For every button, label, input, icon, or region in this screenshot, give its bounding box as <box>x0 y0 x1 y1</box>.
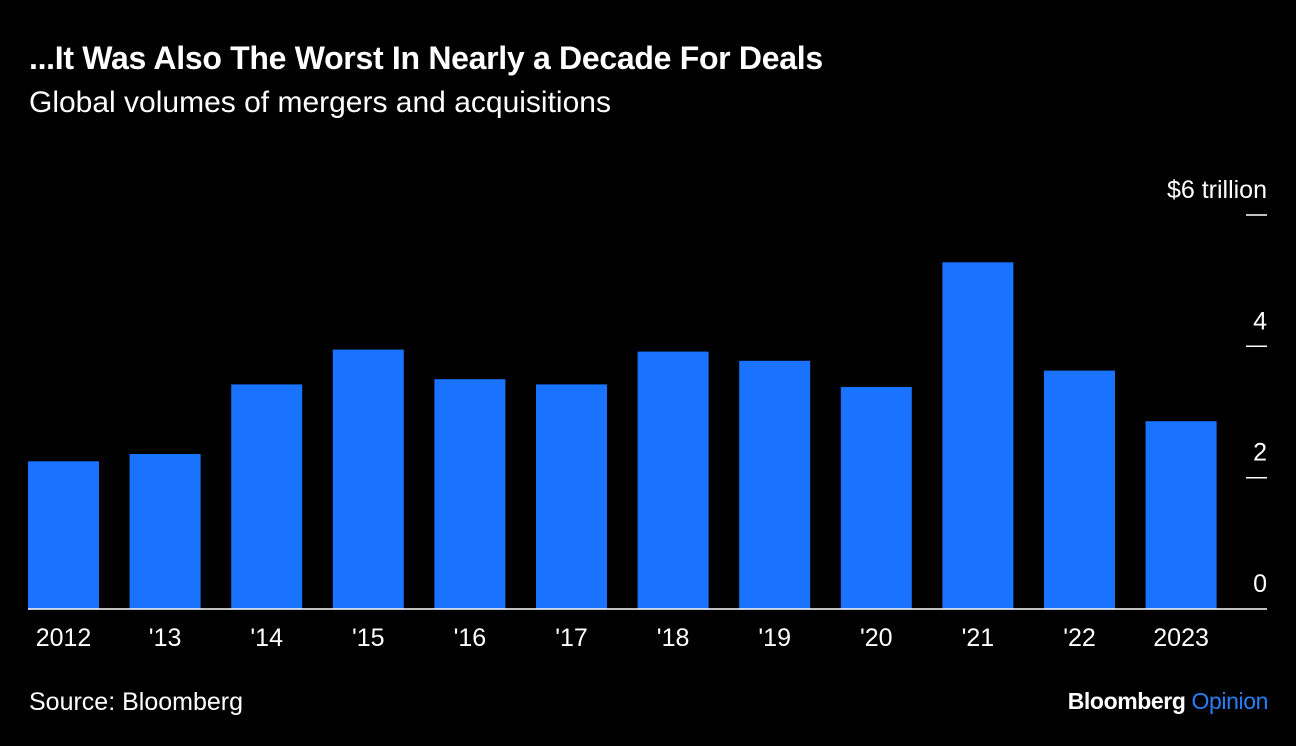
y-tick-label-3: $6 trillion <box>1167 176 1267 204</box>
bar-4 <box>434 379 506 609</box>
x-tick-label-5: '17 <box>555 624 588 652</box>
source-note: Source: Bloomberg <box>29 688 244 716</box>
y-tick-label-0: 0 <box>1253 570 1267 598</box>
bar-6 <box>637 351 709 609</box>
x-tick-label-9: '21 <box>962 624 995 652</box>
chart-title: ...It Was Also The Worst In Nearly a Dec… <box>29 40 823 76</box>
x-tick-label-1: '13 <box>149 624 182 652</box>
bar-11 <box>1145 421 1217 609</box>
bar-3 <box>332 349 404 609</box>
bar-7 <box>739 360 811 609</box>
x-tick-label-7: '19 <box>758 624 791 652</box>
x-tick-label-8: '20 <box>860 624 893 652</box>
bar-chart: 2012 '13 '14 '15 '16 '17 '18 '19 '20 '21 '22 2023 0… <box>28 176 1267 652</box>
x-tick-label-4: '16 <box>454 624 487 652</box>
brand-logo: Bloomberg Opinion <box>1067 688 1269 715</box>
bar-5 <box>536 384 607 609</box>
bar-1 <box>129 454 201 609</box>
brand-primary: Bloomberg <box>1067 688 1186 714</box>
x-tick-label-11: 2023 <box>1153 624 1209 652</box>
bars-group <box>28 262 1217 610</box>
x-tick-label-3: '15 <box>352 624 385 652</box>
y-tick-label-1: 2 <box>1253 439 1267 467</box>
y-axis: 0 2 4 $6 trillion <box>1167 176 1267 598</box>
x-axis-labels: 2012 '13 '14 '15 '16 '17 '18 '19 '20 '21 '22 2023 <box>36 624 1209 652</box>
x-tick-label-10: '22 <box>1063 624 1096 652</box>
bar-2 <box>231 384 303 609</box>
x-tick-label-2: '14 <box>250 624 283 652</box>
y-tick-label-2: 4 <box>1253 307 1267 335</box>
bar-10 <box>1044 370 1115 609</box>
bar-0 <box>28 461 99 610</box>
brand-secondary: Opinion <box>1191 688 1269 714</box>
x-tick-label-0: 2012 <box>36 624 92 652</box>
chart-subtitle: Global volumes of mergers and acquisitio… <box>29 86 611 119</box>
bar-8 <box>840 387 912 609</box>
bar-9 <box>942 262 1014 609</box>
x-tick-label-6: '18 <box>657 624 690 652</box>
